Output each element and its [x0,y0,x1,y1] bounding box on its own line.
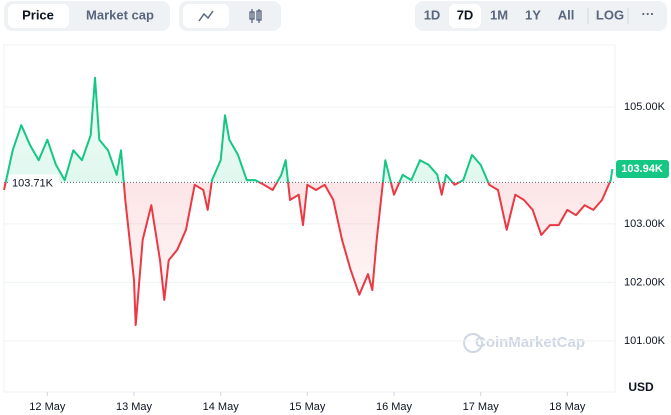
range-active[interactable] [449,4,481,28]
watermark-logo [463,333,483,353]
x-tick-label: 13 May [116,401,153,413]
range[interactable]: All [558,7,575,22]
x-tick-label: 16 May [376,401,413,413]
x-tick-label: 14 May [203,401,240,413]
watermark: CoinMarketCap [475,334,585,351]
tab-active[interactable] [8,4,69,28]
more-button[interactable]: ··· [642,6,655,21]
x-tick-label: 15 May [289,401,326,413]
last-price-label: 103.94K [621,163,663,175]
tab[interactable]: Price [22,7,54,22]
log-toggle[interactable]: LOG [596,7,624,22]
x-tick-label: 12 May [29,401,66,413]
x-tick-label: 18 May [549,401,586,413]
area-down [4,182,610,326]
range[interactable]: 1D [424,7,441,22]
range[interactable]: 7D [457,7,474,22]
range[interactable]: 1Y [525,7,541,22]
plot-frame [3,44,616,393]
y-tick-label: 105.00K [624,101,666,113]
y-tick-label: 101.00K [624,335,666,347]
x-tick-label: 17 May [463,401,500,413]
y-unit: USD [628,380,654,394]
price-line-down [3,182,611,327]
last-price-box [616,159,669,178]
tab[interactable]: Market cap [86,7,154,22]
baseline-box [9,174,59,191]
line-icon [198,10,214,22]
baseline-label: 103.71K [12,177,54,189]
price-line-up [4,76,614,183]
range[interactable]: 1M [490,7,508,22]
candle-icon[interactable] [249,9,262,23]
area-up [4,77,613,183]
y-tick-label: 103.00K [624,218,666,230]
y-tick-label: 102.00K [624,276,666,288]
